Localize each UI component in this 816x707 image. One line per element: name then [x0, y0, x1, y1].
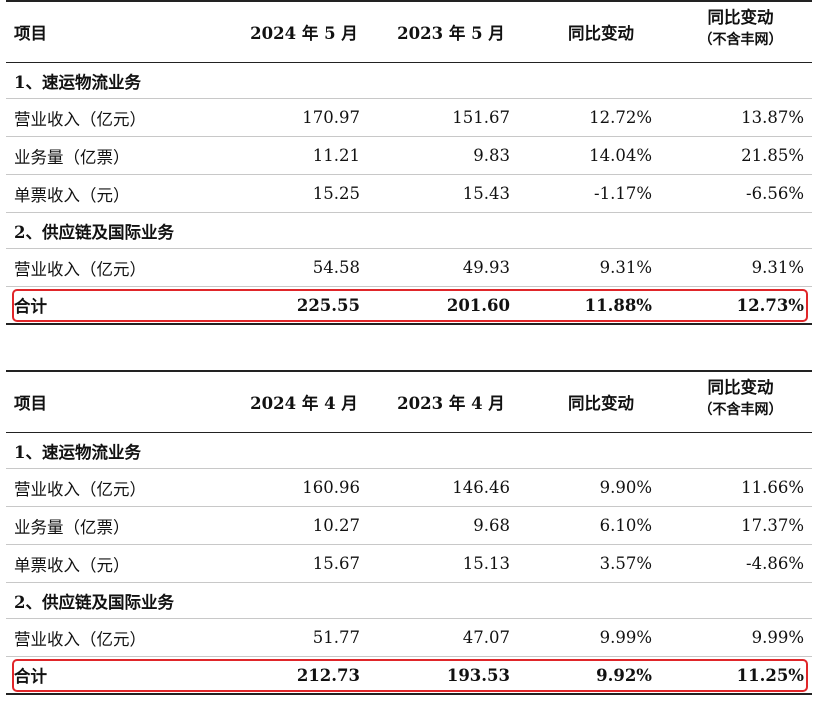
header-yoy-excl-label: 同比变动	[707, 8, 774, 27]
header-yoy-excl-note: （不含丰网）	[698, 402, 783, 418]
value-prior: 9.68	[473, 516, 510, 535]
value-current: 15.67	[312, 554, 360, 573]
value-current: 10.27	[312, 516, 360, 535]
header-yoy-excl-note: （不含丰网）	[698, 32, 783, 48]
table-row: 营业收入（亿元） 51.77 47.07 9.99% 9.99%	[6, 619, 812, 657]
value-yoy: -1.17%	[594, 184, 652, 203]
section-label: 1、速运物流业务	[14, 442, 141, 462]
header-yoy: 同比变动	[568, 24, 634, 43]
value-current: 11.21	[312, 146, 360, 165]
header-period-current: 2024 年 5 月	[250, 24, 358, 43]
table-row: 单票收入（元） 15.25 15.43 -1.17% -6.56%	[6, 175, 812, 213]
header-period-prior: 2023 年 4 月	[397, 394, 505, 413]
value-prior: 15.13	[462, 554, 510, 573]
total-label: 合计	[14, 667, 47, 686]
table-row: 营业收入（亿元） 160.96 146.46 9.90% 11.66%	[6, 469, 812, 507]
value-yoy: 9.31%	[599, 258, 652, 277]
section-row: 2、供应链及国际业务	[6, 213, 812, 249]
table-header: 项目 2024 年 5 月 2023 年 5 月 同比变动 同比变动 （不含丰网…	[6, 0, 812, 63]
total-prior: 193.53	[446, 665, 510, 685]
total-current: 225.55	[296, 295, 360, 315]
total-highlight-box	[12, 288, 808, 322]
value-prior: 49.93	[462, 258, 510, 277]
value-yoy-excl: 9.31%	[751, 258, 804, 277]
header-period-current: 2024 年 4 月	[250, 394, 358, 413]
header-yoy-excl-label: 同比变动	[707, 378, 774, 397]
value-current: 15.25	[312, 184, 360, 203]
table-row: 业务量（亿票） 11.21 9.83 14.04% 21.85%	[6, 137, 812, 175]
revenue-table-april: 项目 2024 年 4 月 2023 年 4 月 同比变动 同比变动 （不含丰网…	[6, 370, 812, 695]
table-header: 项目 2024 年 4 月 2023 年 4 月 同比变动 同比变动 （不含丰网…	[6, 370, 812, 433]
total-yoy-excl: 11.25%	[736, 665, 804, 685]
row-label: 营业收入（亿元）	[14, 479, 146, 499]
header-item: 项目	[14, 24, 47, 43]
row-label: 营业收入（亿元）	[14, 259, 146, 279]
section-row: 2、供应链及国际业务	[6, 583, 812, 619]
table-row: 单票收入（元） 15.67 15.13 3.57% -4.86%	[6, 545, 812, 583]
revenue-table-may: 项目 2024 年 5 月 2023 年 5 月 同比变动 同比变动 （不含丰网…	[6, 0, 812, 325]
total-prior: 201.60	[446, 295, 510, 315]
value-yoy-excl: -4.86%	[746, 554, 804, 573]
section-row: 1、速运物流业务	[6, 63, 812, 99]
value-yoy-excl: 17.37%	[741, 516, 804, 535]
value-yoy-excl: 9.99%	[751, 628, 804, 647]
value-yoy: 9.90%	[599, 478, 652, 497]
value-prior: 9.83	[473, 146, 510, 165]
table-row: 业务量（亿票） 10.27 9.68 6.10% 17.37%	[6, 507, 812, 545]
value-yoy-excl: 21.85%	[741, 146, 804, 165]
total-yoy-excl: 12.73%	[736, 295, 804, 315]
row-label: 业务量（亿票）	[14, 147, 130, 167]
value-prior: 146.46	[452, 478, 510, 497]
total-row: 合计 225.55 201.60 11.88% 12.73%	[6, 287, 812, 325]
value-prior: 15.43	[462, 184, 510, 203]
value-yoy-excl: 13.87%	[741, 108, 804, 127]
header-yoy-excl: 同比变动 （不含丰网）	[678, 377, 803, 421]
table-row: 营业收入（亿元） 54.58 49.93 9.31% 9.31%	[6, 249, 812, 287]
value-prior: 151.67	[452, 108, 510, 127]
total-row: 合计 212.73 193.53 9.92% 11.25%	[6, 657, 812, 695]
value-yoy: 12.72%	[589, 108, 652, 127]
value-prior: 47.07	[462, 628, 510, 647]
section-label: 2、供应链及国际业务	[14, 592, 174, 612]
value-current: 160.96	[302, 478, 360, 497]
total-current: 212.73	[296, 665, 360, 685]
value-current: 170.97	[302, 108, 360, 127]
header-period-prior: 2023 年 5 月	[397, 24, 505, 43]
table-row: 营业收入（亿元） 170.97 151.67 12.72% 13.87%	[6, 99, 812, 137]
header-yoy: 同比变动	[568, 394, 634, 413]
header-yoy-excl: 同比变动 （不含丰网）	[678, 7, 803, 51]
total-yoy: 11.88%	[584, 295, 652, 315]
row-label: 业务量（亿票）	[14, 517, 130, 537]
value-yoy: 3.57%	[599, 554, 652, 573]
value-yoy: 14.04%	[589, 146, 652, 165]
value-yoy: 9.99%	[599, 628, 652, 647]
row-label: 单票收入（元）	[14, 555, 130, 575]
section-label: 2、供应链及国际业务	[14, 222, 174, 242]
value-current: 54.58	[312, 258, 360, 277]
row-label: 营业收入（亿元）	[14, 629, 146, 649]
section-row: 1、速运物流业务	[6, 433, 812, 469]
total-highlight-box	[12, 658, 808, 692]
header-item: 项目	[14, 394, 47, 413]
value-current: 51.77	[312, 628, 360, 647]
value-yoy-excl: 11.66%	[741, 478, 804, 497]
total-yoy: 9.92%	[596, 665, 652, 685]
row-label: 单票收入（元）	[14, 185, 130, 205]
total-label: 合计	[14, 297, 47, 316]
value-yoy-excl: -6.56%	[746, 184, 804, 203]
value-yoy: 6.10%	[599, 516, 652, 535]
section-label: 1、速运物流业务	[14, 72, 141, 92]
row-label: 营业收入（亿元）	[14, 109, 146, 129]
